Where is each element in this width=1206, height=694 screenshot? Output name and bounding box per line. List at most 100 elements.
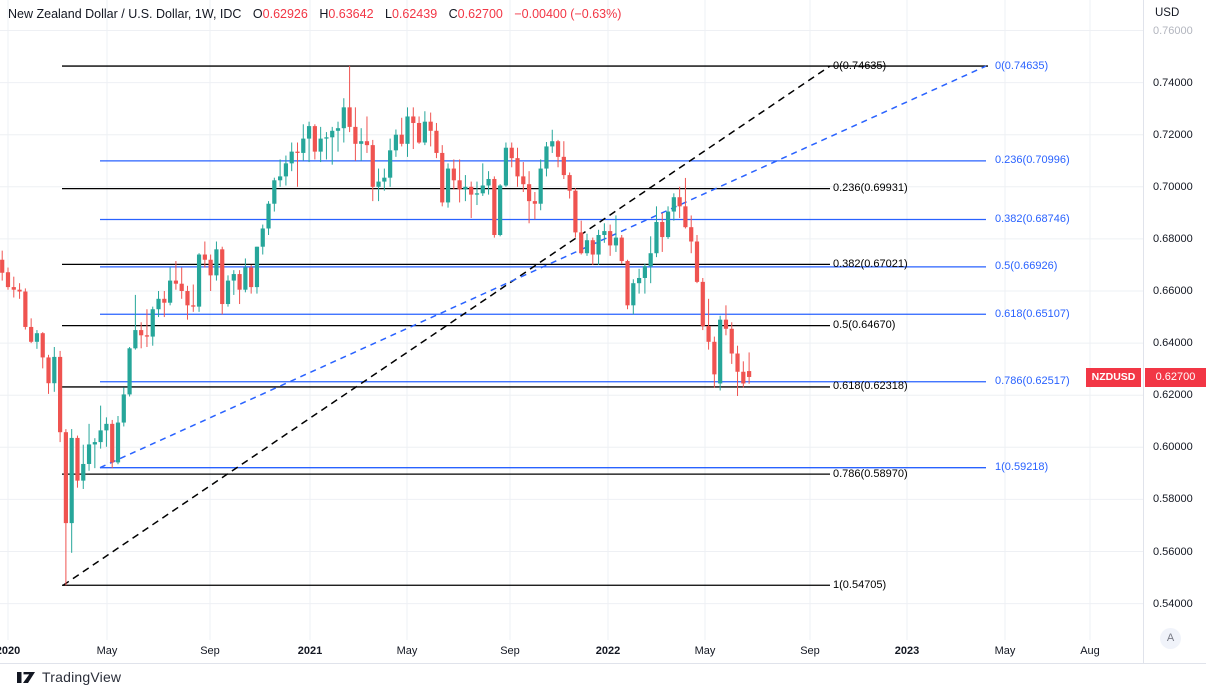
candle-body bbox=[405, 116, 410, 144]
price-tick-label: 0.72000 bbox=[1153, 128, 1193, 141]
candle-body bbox=[608, 231, 613, 246]
fib-extension-blue-label[interactable]: 0.236(0.70996) bbox=[995, 154, 1070, 167]
price-tick-label: 0.70000 bbox=[1153, 180, 1193, 193]
candle-body bbox=[243, 267, 248, 290]
candle-body bbox=[5, 272, 11, 288]
fib-extension-blue-label[interactable]: 0.786(0.62517) bbox=[995, 375, 1070, 388]
candle-body bbox=[335, 128, 341, 131]
candle-body bbox=[416, 122, 422, 143]
candle-body bbox=[613, 237, 619, 246]
candle-body bbox=[723, 319, 729, 329]
candle-body bbox=[700, 281, 705, 327]
candle-body bbox=[98, 430, 103, 443]
high-value: 0.63642 bbox=[328, 7, 374, 21]
candle-body bbox=[741, 371, 746, 384]
candle-body bbox=[561, 156, 566, 176]
candle-body bbox=[179, 283, 184, 291]
symbol-price-badge: NZDUSD bbox=[1086, 368, 1141, 387]
tradingview-logo[interactable]: TradingView bbox=[17, 669, 121, 685]
candle-body bbox=[538, 168, 543, 204]
candle-body bbox=[544, 146, 549, 169]
axis-unit-label: USD bbox=[1155, 7, 1180, 19]
fib-extension-blue-label[interactable]: 0.5(0.66926) bbox=[995, 260, 1058, 273]
fib-retracement-black-label[interactable]: 0.382(0.67021) bbox=[833, 257, 908, 270]
price-tick-label: 0.58000 bbox=[1153, 493, 1193, 506]
candle-body bbox=[260, 228, 265, 247]
fib-extension-blue-label[interactable]: 0(0.74635) bbox=[995, 59, 1049, 72]
candle-body bbox=[567, 175, 572, 191]
candle-body bbox=[550, 141, 555, 147]
time-tick-label: 2020 bbox=[0, 645, 21, 657]
candle-body bbox=[718, 319, 723, 384]
candle-body bbox=[52, 356, 57, 384]
fib-retracement-black-label[interactable]: 0.5(0.64670) bbox=[833, 319, 896, 332]
candle-body bbox=[573, 190, 578, 233]
candle-body bbox=[509, 147, 514, 159]
time-axis[interactable]: 2020 May Sep 2021 May Sep 2022 May Sep 2023 May Aug bbox=[0, 640, 1143, 663]
candle-body bbox=[86, 444, 92, 464]
candle-body bbox=[34, 333, 40, 342]
auto-scale-button[interactable]: A bbox=[1160, 628, 1181, 649]
time-tick-label: May bbox=[994, 645, 1016, 657]
candle-body bbox=[121, 394, 126, 423]
candle-body bbox=[596, 234, 601, 255]
price-tick-label: 0.56000 bbox=[1153, 545, 1193, 558]
price-chart-pane[interactable]: 0(0.74635) 0.236(0.69931) 0.382(0.67021) 0.… bbox=[0, 0, 1143, 663]
candle-body bbox=[127, 348, 132, 395]
low-value: 0.62439 bbox=[391, 7, 438, 21]
candle-body bbox=[521, 176, 526, 185]
candle-body bbox=[631, 283, 636, 306]
price-axis[interactable]: USD 0.76000 0.74000 0.72000 0.70000 0.68000 0… bbox=[1143, 0, 1206, 663]
fib-retracement-black-label[interactable]: 0.786(0.58970) bbox=[833, 467, 908, 480]
time-tick-label: May bbox=[694, 645, 716, 657]
candle-body bbox=[370, 145, 375, 187]
candle-body bbox=[29, 326, 34, 342]
candle-body bbox=[92, 442, 97, 445]
price-tick-label: 0.54000 bbox=[1153, 597, 1193, 610]
fib-extension-blue-label[interactable]: 0.618(0.65107) bbox=[995, 307, 1070, 320]
fib-extension-blue-label[interactable]: 0.382(0.68746) bbox=[995, 212, 1070, 225]
candle-body bbox=[579, 232, 584, 254]
candle-body bbox=[359, 141, 364, 144]
candle-body bbox=[63, 432, 68, 524]
candle-body bbox=[469, 186, 474, 195]
candle-body bbox=[451, 168, 456, 181]
candle-body bbox=[683, 206, 688, 228]
candle-body bbox=[11, 287, 16, 290]
footer-bar: TradingView bbox=[0, 664, 1206, 694]
candle-body bbox=[295, 151, 300, 153]
candle-body bbox=[272, 180, 277, 204]
candle-body bbox=[202, 254, 207, 260]
candle-body bbox=[347, 107, 352, 127]
fib-retracement-black-label[interactable]: 1(0.54705) bbox=[833, 578, 887, 591]
change-value: −0.00400 (−0.63%) bbox=[514, 7, 622, 21]
candle-body bbox=[515, 158, 520, 177]
candle-body bbox=[220, 249, 225, 305]
candle-body bbox=[584, 240, 590, 254]
symbol-legend[interactable]: New Zealand Dollar / U.S. Dollar, 1W, ID… bbox=[8, 7, 621, 21]
candle-body bbox=[445, 168, 451, 203]
candle-body bbox=[173, 280, 178, 284]
candle-body bbox=[318, 138, 323, 152]
axis-separator bbox=[0, 663, 1206, 664]
price-tick-label: 0.68000 bbox=[1153, 232, 1193, 245]
candle-body bbox=[191, 305, 196, 307]
candle-body bbox=[364, 141, 370, 146]
candle-body bbox=[225, 280, 231, 305]
candle-body bbox=[17, 289, 22, 292]
fib-retracement-black-label[interactable]: 0(0.74635) bbox=[833, 59, 887, 72]
candle-body bbox=[168, 280, 173, 303]
candle-body bbox=[440, 152, 445, 203]
candle-body bbox=[330, 130, 335, 138]
candlestick-canvas[interactable] bbox=[0, 0, 1143, 663]
candle-body bbox=[278, 176, 283, 181]
candle-body bbox=[706, 326, 711, 342]
candle-body bbox=[162, 298, 167, 303]
candle-body bbox=[503, 147, 509, 186]
fib-extension-blue-label[interactable]: 1(0.59218) bbox=[995, 461, 1049, 474]
candle-body bbox=[341, 107, 346, 129]
candle-body bbox=[735, 353, 740, 372]
fib-retracement-black-label[interactable]: 0.236(0.69931) bbox=[833, 182, 908, 195]
candle-body bbox=[689, 227, 694, 242]
fib-retracement-black-label[interactable]: 0.618(0.62318) bbox=[833, 380, 908, 393]
